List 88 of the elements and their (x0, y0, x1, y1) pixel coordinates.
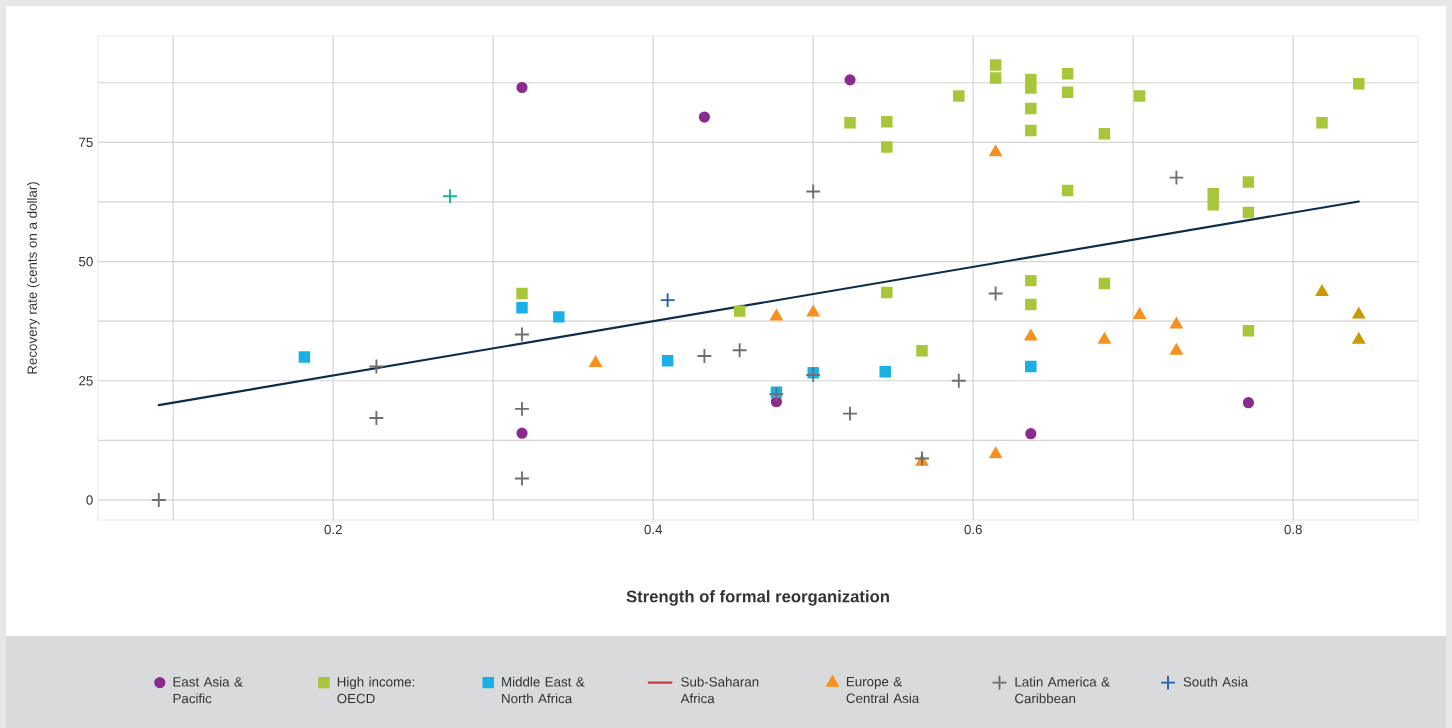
y-tick-label: 25 (79, 376, 93, 386)
point (553, 311, 565, 323)
point (150, 492, 167, 508)
point (514, 470, 530, 487)
y-tick-label: 75 (79, 137, 93, 147)
point (879, 365, 891, 378)
point (1242, 324, 1255, 337)
y-tick-label: 0 (86, 495, 93, 505)
point (1098, 277, 1111, 290)
point (516, 302, 528, 314)
x-tick-label: 0.4 (644, 524, 663, 535)
legend-label: Europe & Central Asia (846, 677, 920, 704)
x-tick-label: 0.6 (964, 524, 982, 535)
point (1170, 343, 1183, 355)
point (1024, 329, 1038, 341)
point (659, 292, 676, 309)
point (1352, 307, 1366, 319)
point (1061, 184, 1074, 197)
point (1133, 90, 1146, 102)
point (1353, 77, 1365, 90)
point (881, 116, 893, 128)
point (1025, 274, 1037, 287)
legend-label: South Asia (1183, 676, 1249, 687)
point (661, 354, 674, 367)
point (916, 344, 928, 357)
point (516, 427, 528, 439)
point (516, 287, 528, 300)
point (1025, 298, 1037, 311)
point (1025, 124, 1037, 137)
point (298, 351, 311, 363)
point (514, 326, 530, 343)
point (844, 117, 856, 129)
point (1242, 397, 1255, 409)
point (914, 450, 930, 467)
legend-label: High income: OECD (337, 676, 415, 704)
point (1315, 284, 1329, 297)
point (989, 145, 1002, 157)
point (1207, 199, 1219, 211)
point (1098, 128, 1111, 140)
point (989, 59, 1002, 71)
point (698, 111, 711, 123)
legend-label: East Asia & Pacific (173, 676, 243, 704)
point (1170, 317, 1183, 329)
point (514, 401, 530, 417)
point (1061, 67, 1074, 80)
point (1025, 428, 1037, 440)
point (950, 372, 967, 389)
point (1025, 360, 1037, 373)
point (1168, 169, 1185, 186)
point (805, 367, 822, 383)
point (1242, 206, 1255, 219)
x-tick-label: 0.8 (1284, 524, 1302, 535)
point (1025, 102, 1037, 115)
point (768, 386, 785, 402)
point (1133, 307, 1146, 319)
point (770, 309, 783, 321)
point (1316, 117, 1328, 129)
point (516, 81, 528, 94)
point (1207, 188, 1219, 200)
x-tick-label: 0.2 (324, 524, 342, 535)
point (1025, 82, 1037, 94)
point (1352, 332, 1366, 344)
point (1098, 332, 1111, 344)
point (733, 305, 746, 317)
point (987, 285, 1004, 302)
point (1242, 176, 1255, 188)
point (806, 305, 820, 317)
point (442, 188, 458, 205)
point (589, 356, 602, 368)
point (953, 90, 965, 102)
legend-label: Latin America & Caribbean (1015, 676, 1110, 704)
point (368, 410, 385, 426)
legend-label: Middle East & North Africa (502, 676, 585, 704)
point (881, 286, 893, 299)
point (989, 447, 1002, 459)
y-axis-title: Recovery rate (cents on a dollar) (27, 182, 40, 374)
point (696, 348, 713, 364)
y-tick-label: 50 (79, 256, 93, 267)
point (731, 342, 748, 359)
point (805, 183, 822, 200)
point (1061, 86, 1074, 98)
legend-label: Sub-Saharan Africa (680, 676, 759, 704)
point (368, 358, 385, 375)
point (881, 141, 893, 153)
point (844, 74, 856, 86)
point (842, 405, 858, 422)
point (989, 72, 1002, 84)
x-axis-title: Strength of formal reorganization (626, 590, 889, 606)
